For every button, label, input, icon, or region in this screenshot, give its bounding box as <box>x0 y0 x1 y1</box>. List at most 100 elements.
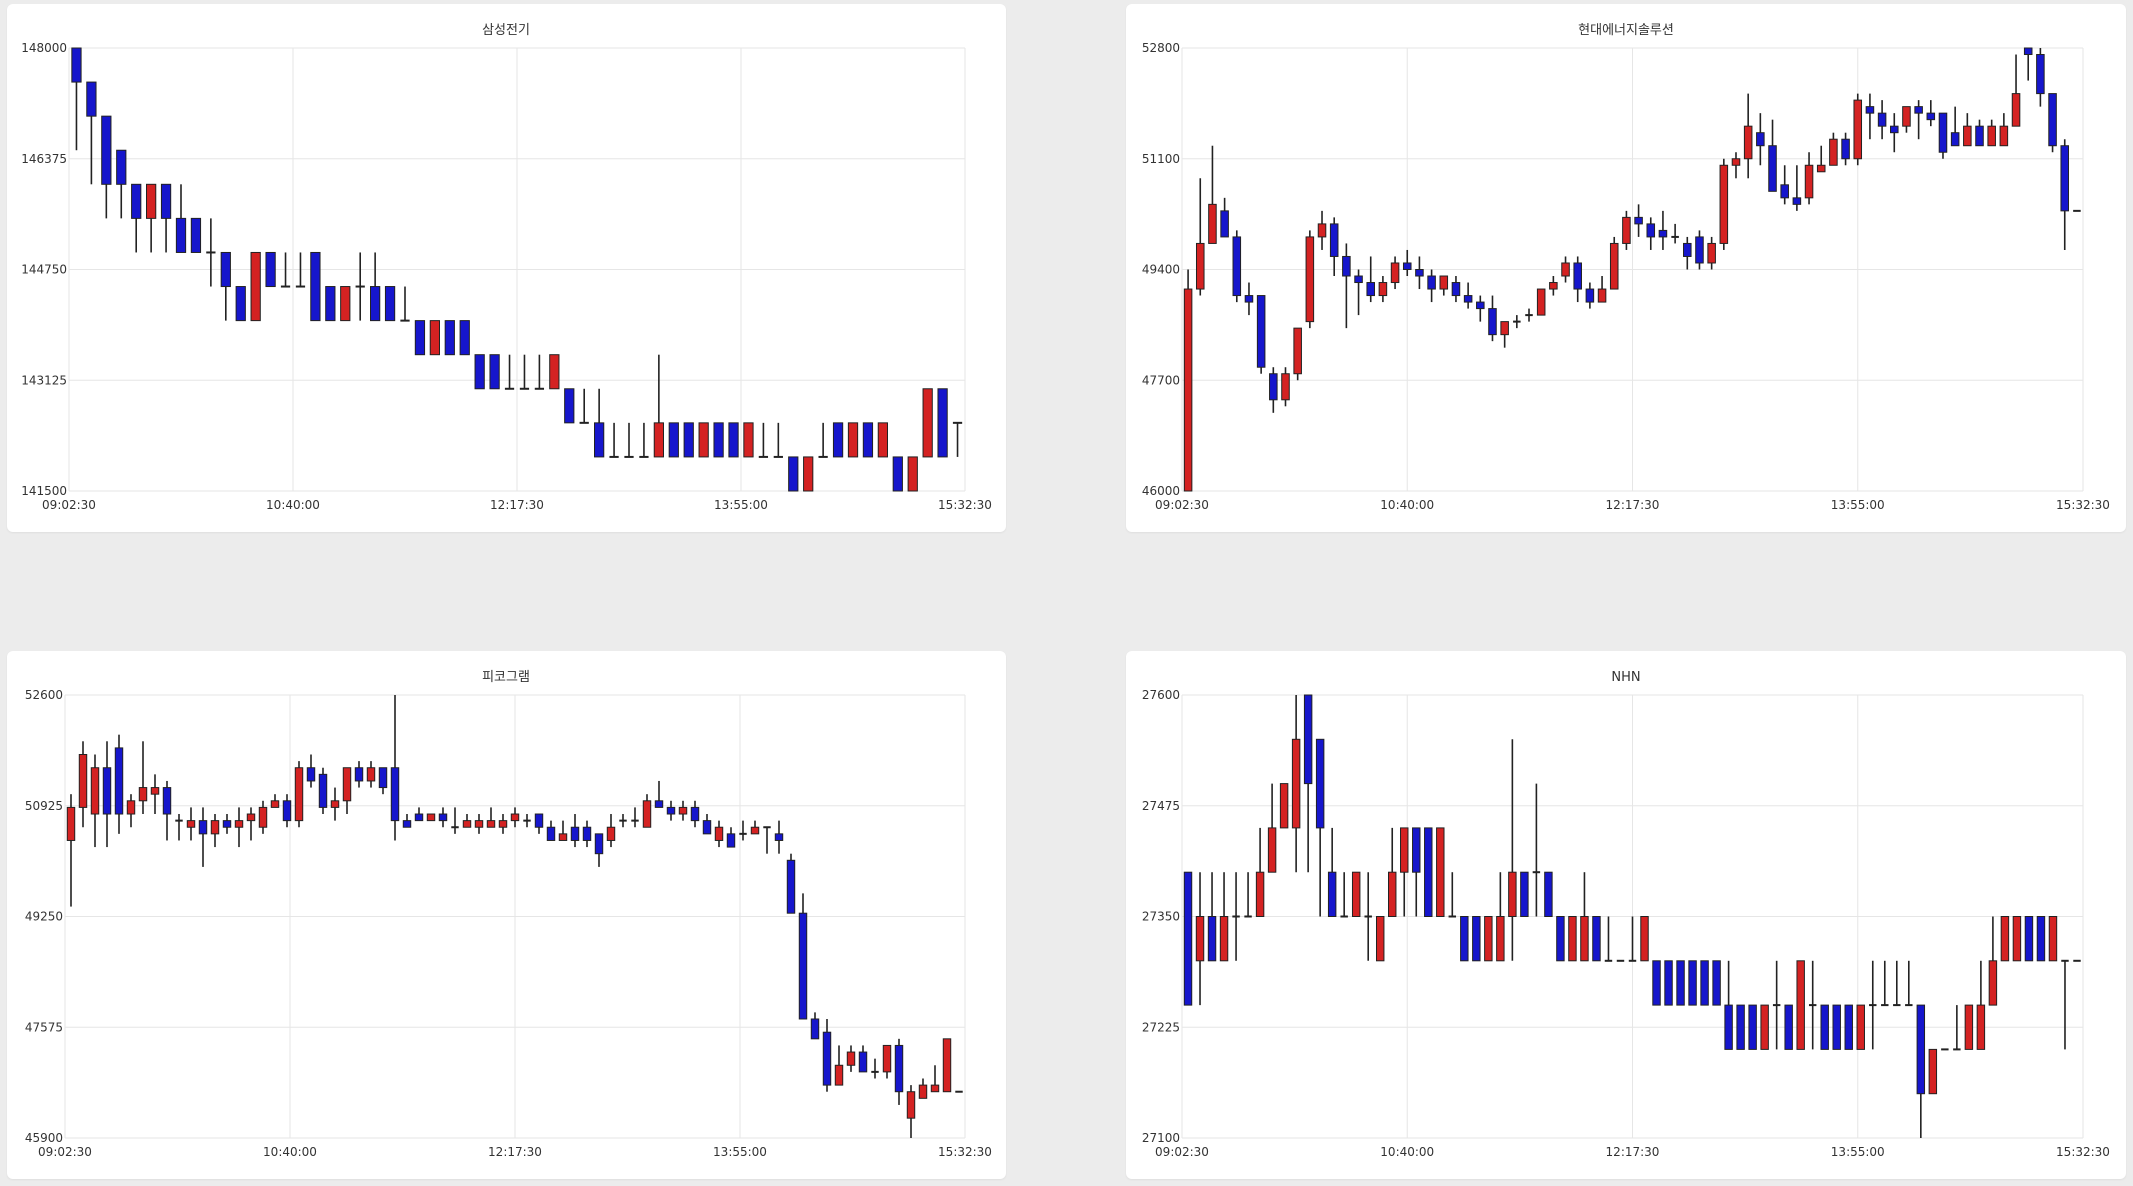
candle-body <box>1964 1004 1974 1050</box>
candle-body <box>342 767 352 802</box>
candle-body <box>1756 132 1765 147</box>
candle-body <box>1315 738 1325 829</box>
candle-body <box>498 820 508 828</box>
candle-body <box>340 286 351 322</box>
candle <box>1597 276 1607 303</box>
candle-body <box>1792 197 1802 205</box>
candle <box>280 252 291 288</box>
candle-body <box>258 806 268 828</box>
candle-body <box>1916 1004 1926 1095</box>
x-tick-label: 13:55:00 <box>1831 1145 1885 1159</box>
chart-title: NHN <box>1611 670 1640 685</box>
candle-body <box>1592 916 1601 962</box>
candlestick-chart-svg: 현대에너지솔루션 52800 51100 49400 47700 4600009:02:3… <box>1142 23 2110 512</box>
y-tick-label: 51100 <box>1142 152 1180 166</box>
candle-body <box>668 422 679 458</box>
candle <box>570 814 580 848</box>
candle-body <box>1232 236 1242 297</box>
candle-body <box>71 47 82 83</box>
candle <box>414 320 426 356</box>
candle <box>1975 119 1984 147</box>
candle-body <box>1269 373 1278 401</box>
candle-body <box>1622 216 1631 244</box>
x-tick-label: 09:02:30 <box>42 498 96 512</box>
candle-body <box>1476 301 1485 310</box>
candle <box>355 252 365 321</box>
candle-body <box>1841 138 1850 160</box>
candle-body <box>1580 916 1589 962</box>
candle-body <box>1390 262 1400 284</box>
candle <box>175 814 183 841</box>
candle <box>1856 1004 1865 1050</box>
candle <box>1525 308 1533 322</box>
candle-body <box>2024 916 2034 962</box>
candle-body <box>429 320 440 356</box>
candle <box>871 1058 879 1079</box>
candle <box>1219 872 1229 962</box>
candle <box>1743 93 1753 179</box>
candle <box>862 422 874 458</box>
candle-body <box>698 422 709 458</box>
candle <box>619 814 627 828</box>
candle-body <box>1412 827 1421 873</box>
candle <box>519 354 530 390</box>
candle-body <box>330 800 340 808</box>
candle <box>1676 960 1685 1006</box>
x-tick-label: 10:40:00 <box>1380 498 1434 512</box>
candle <box>818 422 828 458</box>
candle-body <box>877 422 888 458</box>
candle-body <box>160 183 172 219</box>
candle-body <box>1914 106 1923 114</box>
y-tick-label: 52600 <box>25 688 63 702</box>
candle <box>1724 960 1733 1050</box>
candle-body <box>1676 960 1685 1006</box>
candle-body <box>402 820 412 828</box>
candle <box>1279 783 1289 829</box>
candle <box>474 814 484 834</box>
candle <box>234 807 244 848</box>
candle-body <box>582 826 592 841</box>
candle-body <box>1999 125 2009 147</box>
candle-body <box>426 813 436 822</box>
candle <box>474 354 485 390</box>
candle-body <box>1317 223 1327 238</box>
candle-body <box>126 800 136 815</box>
candle <box>763 826 771 854</box>
candle-body <box>1736 1004 1745 1050</box>
candle <box>384 286 396 322</box>
candle <box>1792 165 1802 211</box>
candle-body <box>862 422 874 458</box>
candle <box>1460 916 1469 962</box>
candle <box>1640 916 1649 962</box>
candle-body <box>937 388 948 458</box>
candle <box>773 422 783 458</box>
candle-body <box>510 813 520 822</box>
candle <box>510 807 520 828</box>
candle <box>1195 178 1205 296</box>
candle-body <box>1816 164 1826 173</box>
candle <box>1622 210 1631 250</box>
candle <box>325 286 336 322</box>
candle-body <box>728 422 739 458</box>
candle-body <box>1646 223 1656 238</box>
candle <box>564 388 575 424</box>
candle <box>459 320 470 356</box>
candle <box>582 820 592 848</box>
candle <box>1207 872 1217 962</box>
x-tick-label: 15:32:30 <box>938 1145 992 1159</box>
candle <box>1658 210 1668 250</box>
candle-body <box>318 773 328 808</box>
y-tick-label: 27475 <box>1142 799 1180 813</box>
candle-body <box>1267 827 1277 873</box>
candle <box>1664 960 1673 1006</box>
x-tick-label: 15:32:30 <box>2056 1145 2110 1159</box>
x-tick-label: 13:55:00 <box>713 1145 767 1159</box>
candle-body <box>1549 282 1558 290</box>
candle-body <box>1439 275 1449 290</box>
candle-body <box>654 800 664 808</box>
candle-body <box>1688 960 1697 1006</box>
candle-body <box>370 286 381 322</box>
candle <box>366 761 376 788</box>
candle <box>690 800 700 828</box>
